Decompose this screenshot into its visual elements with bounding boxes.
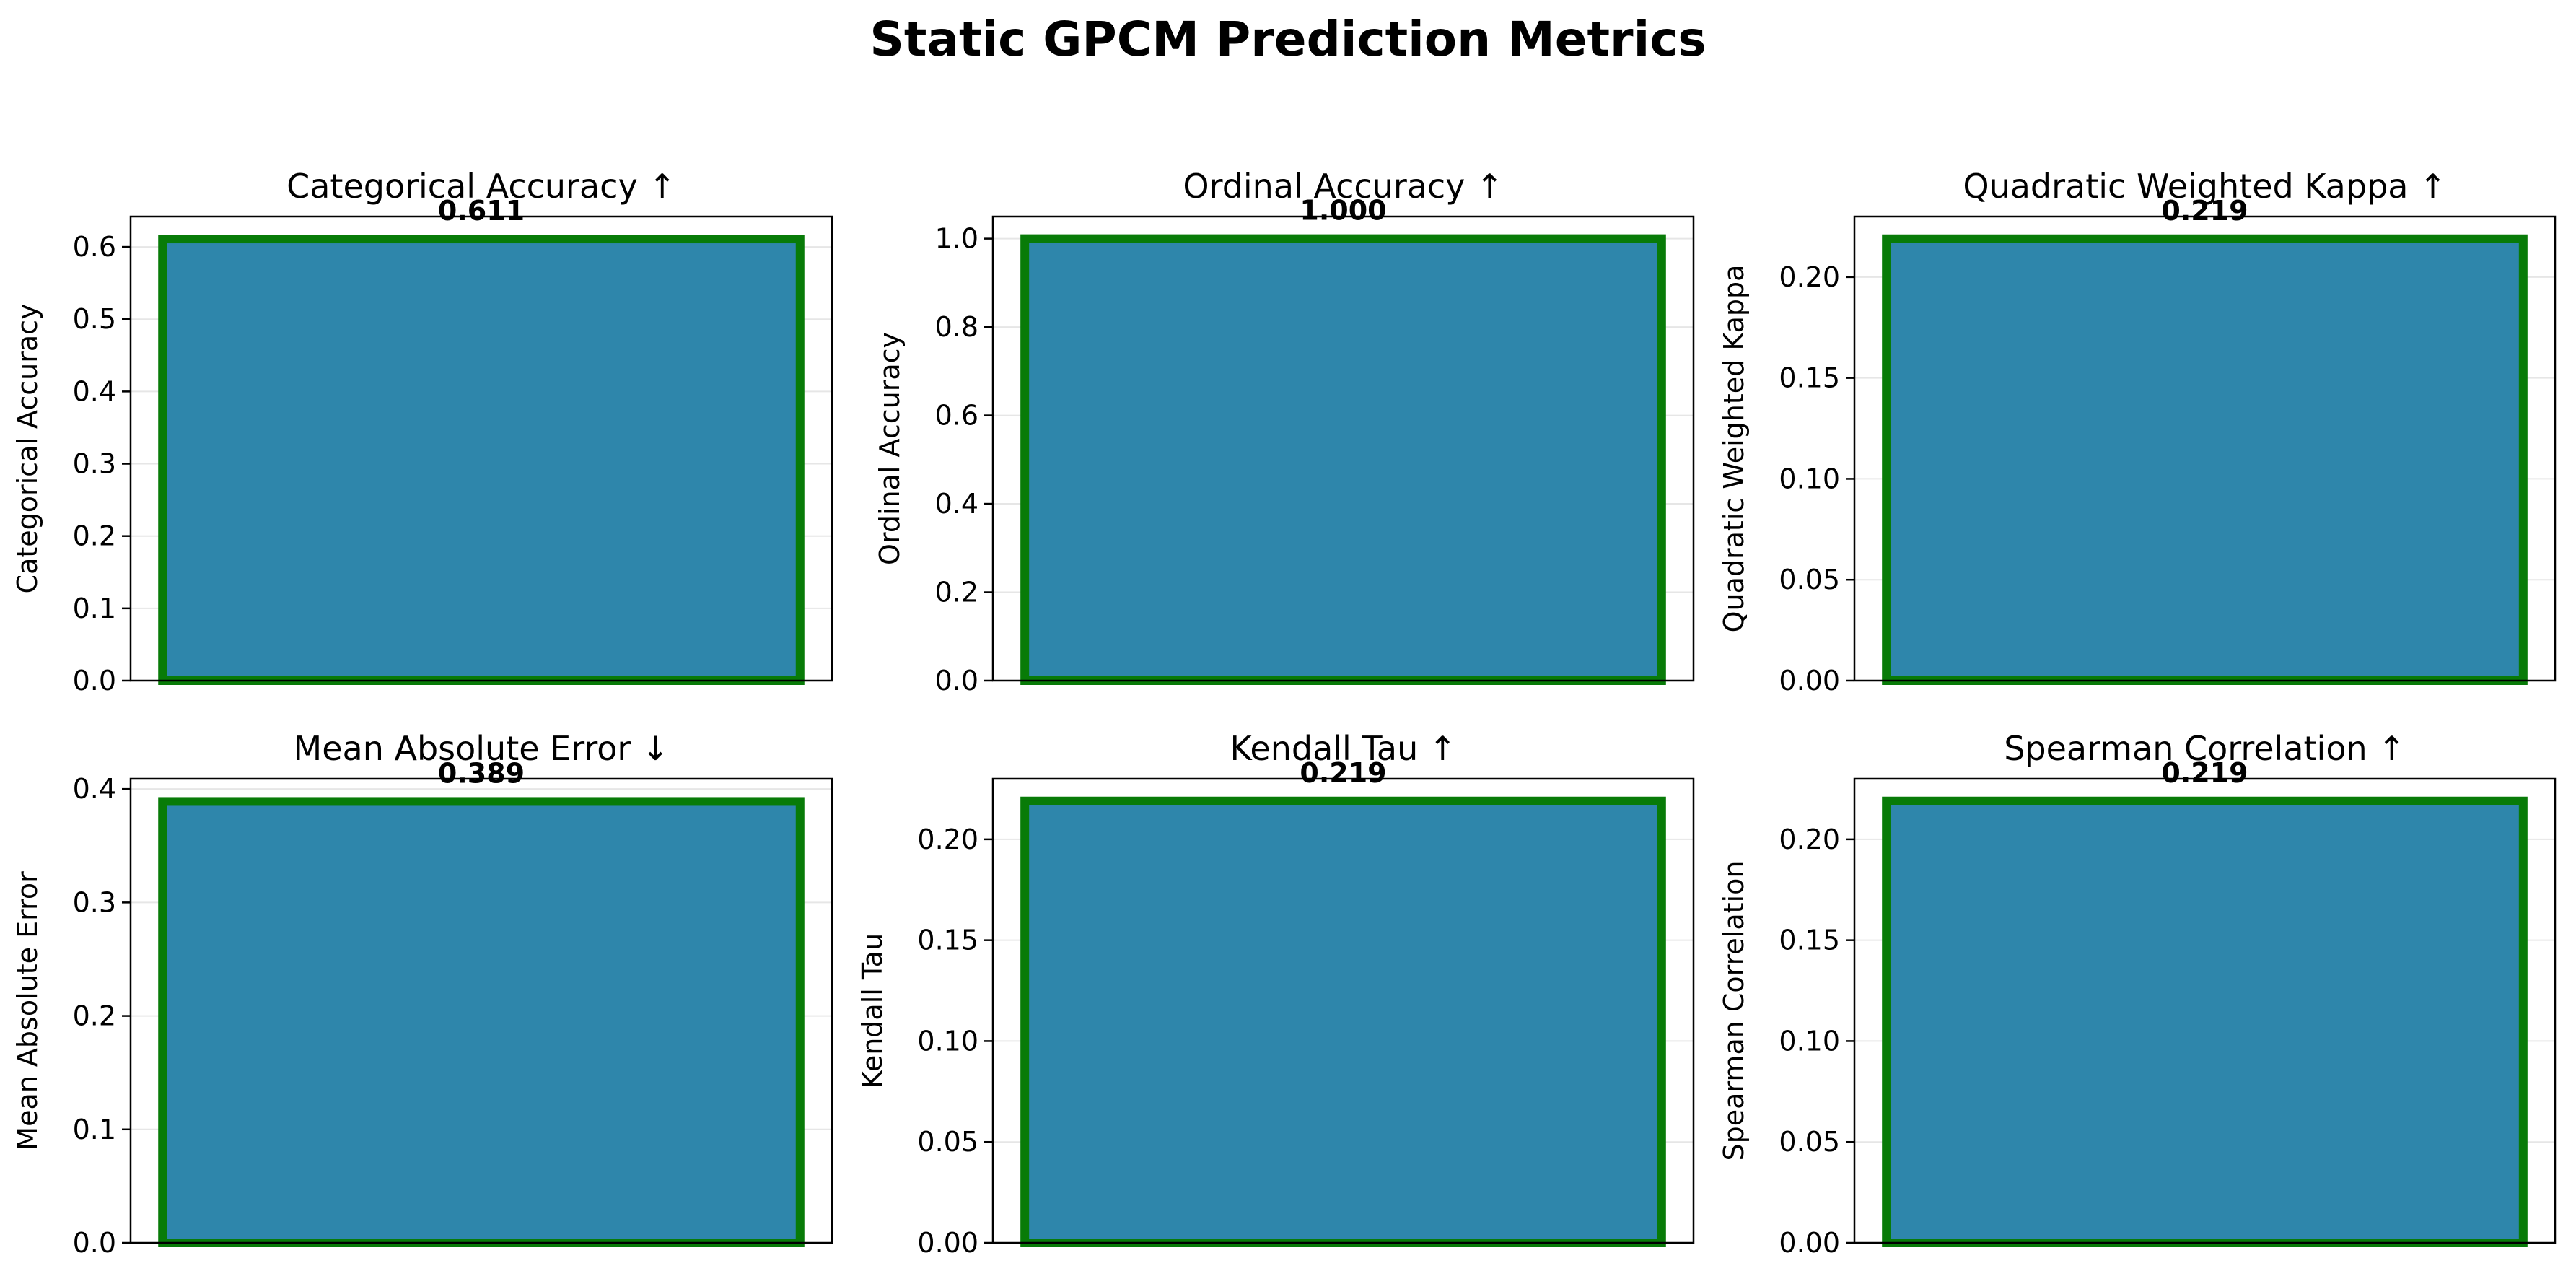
y-tick-label: 0.15 bbox=[1779, 925, 1840, 956]
y-axis-label: Kendall Tau bbox=[857, 933, 888, 1088]
y-axis-label: Categorical Accuracy bbox=[12, 304, 43, 594]
bar-value-label: 1.000 bbox=[1300, 195, 1386, 227]
subplot-1: 0.0 0.2 0.4 0.6 0.8 1.0 Ordinal Accuracy ↑1.00… bbox=[874, 167, 1695, 696]
y-tick-label: 0.20 bbox=[917, 824, 978, 855]
y-tick-label: 0.05 bbox=[917, 1126, 978, 1158]
y-tick-label: 0.6 bbox=[73, 231, 116, 263]
y-tick-label: 0.15 bbox=[917, 925, 978, 956]
subplot-0: 0.0 0.1 0.2 0.3 0.4 0.5 0.6 Categorical Accurac… bbox=[12, 167, 833, 696]
bar bbox=[1882, 234, 2528, 685]
subplot-5: 0.00 0.05 0.10 0.15 0.20 Spearman Correlation… bbox=[1718, 729, 2557, 1259]
y-tick-label: 0.15 bbox=[1779, 362, 1840, 394]
bar-value-label: 0.219 bbox=[1300, 757, 1386, 789]
bar-value-label: 0.611 bbox=[438, 195, 525, 227]
y-axis-label: Ordinal Accuracy bbox=[874, 332, 906, 565]
subplot-title: Spearman Correlation ↑ bbox=[2004, 729, 2406, 768]
bar bbox=[1882, 796, 2528, 1247]
y-tick-label: 0.20 bbox=[1779, 824, 1840, 855]
bar bbox=[158, 797, 805, 1247]
y-tick-label: 0.4 bbox=[73, 773, 116, 805]
subplot-title: Mean Absolute Error ↓ bbox=[294, 729, 670, 768]
bar bbox=[1020, 234, 1666, 686]
subplot-title: Ordinal Accuracy ↑ bbox=[1183, 167, 1503, 206]
y-tick-label: 0.00 bbox=[1779, 1227, 1840, 1259]
y-tick-label: 0.8 bbox=[935, 311, 978, 343]
y-tick-label: 0.4 bbox=[73, 375, 116, 407]
axes-frame bbox=[991, 215, 1695, 682]
y-tick-label: 0.0 bbox=[73, 1227, 116, 1259]
bar-value-label: 0.219 bbox=[2161, 757, 2248, 789]
y-axis-label: Mean Absolute Error bbox=[12, 871, 43, 1150]
bar bbox=[158, 235, 805, 685]
y-axis-label: Quadratic Weighted Kappa bbox=[1718, 265, 1750, 633]
y-tick-label: 0.6 bbox=[935, 400, 978, 432]
axes-frame bbox=[1853, 777, 2557, 1244]
y-tick-label: 0.4 bbox=[935, 488, 978, 520]
figure-title: Static GPCM Prediction Metrics bbox=[869, 12, 1707, 67]
y-tick-label: 0.05 bbox=[1779, 564, 1840, 595]
subplot-title: Quadratic Weighted Kappa ↑ bbox=[1963, 167, 2446, 206]
y-tick-label: 0.20 bbox=[1779, 261, 1840, 293]
y-tick-label: 0.1 bbox=[73, 593, 116, 624]
y-tick-label: 0.2 bbox=[73, 520, 116, 552]
y-tick-label: 0.10 bbox=[1779, 463, 1840, 494]
subplot-4: 0.00 0.05 0.10 0.15 0.20 Kendall Tau ↑0.219 Ke… bbox=[857, 729, 1695, 1259]
bar-value-label: 0.219 bbox=[2161, 195, 2248, 227]
y-tick-label: 0.3 bbox=[73, 886, 116, 918]
y-tick-label: 0.3 bbox=[73, 448, 116, 480]
axes-frame bbox=[991, 777, 1695, 1244]
y-tick-label: 0.10 bbox=[1779, 1025, 1840, 1057]
axes-frame bbox=[1853, 215, 2557, 682]
y-tick-label: 0.00 bbox=[1779, 665, 1840, 696]
y-tick-label: 0.05 bbox=[1779, 1126, 1840, 1158]
subplot-title: Categorical Accuracy ↑ bbox=[286, 167, 676, 206]
subplot-2: 0.00 0.05 0.10 0.15 0.20 Quadratic Weighted K… bbox=[1718, 167, 2557, 696]
subplot-3: 0.0 0.1 0.2 0.3 0.4 Mean Absolute Error ↓0.38… bbox=[12, 729, 833, 1259]
y-tick-label: 0.00 bbox=[917, 1227, 978, 1259]
y-tick-label: 0.2 bbox=[935, 577, 978, 608]
y-tick-label: 0.0 bbox=[73, 665, 116, 696]
y-tick-label: 0.1 bbox=[73, 1114, 116, 1145]
axes-frame bbox=[129, 777, 833, 1244]
y-axis-label: Spearman Correlation bbox=[1718, 861, 1750, 1161]
y-tick-label: 0.2 bbox=[73, 1000, 116, 1032]
bar-value-label: 0.389 bbox=[438, 757, 525, 789]
y-tick-label: 0.0 bbox=[935, 665, 978, 696]
axes-frame bbox=[129, 215, 833, 682]
subplot-title: Kendall Tau ↑ bbox=[1230, 729, 1457, 768]
y-tick-label: 0.5 bbox=[73, 303, 116, 335]
bar bbox=[1020, 796, 1666, 1247]
y-tick-label: 1.0 bbox=[935, 223, 978, 255]
y-tick-label: 0.10 bbox=[917, 1025, 978, 1057]
